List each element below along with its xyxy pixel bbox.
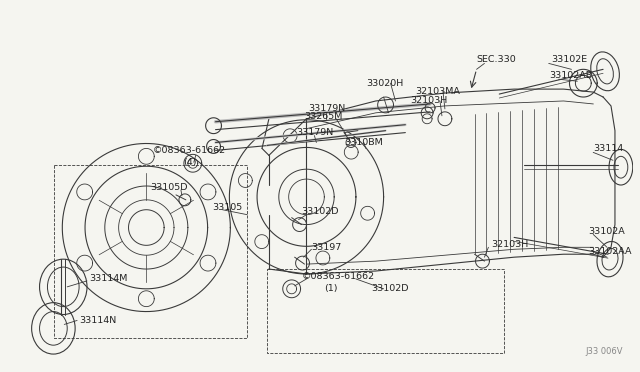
Text: 33114N: 33114N <box>79 316 116 325</box>
Text: 33265M: 33265M <box>305 112 343 121</box>
Text: 33020H: 33020H <box>366 79 403 88</box>
Text: ©08363-61662: ©08363-61662 <box>153 146 227 155</box>
Text: 33102AA: 33102AA <box>588 247 632 256</box>
Text: (1): (1) <box>324 284 338 293</box>
Text: ©08363-61662: ©08363-61662 <box>301 272 374 282</box>
Text: 33102E: 33102E <box>552 55 588 64</box>
Text: 33179N: 33179N <box>308 105 346 113</box>
Text: 33102A: 33102A <box>588 227 625 236</box>
Text: 32103H: 32103H <box>492 240 529 249</box>
Text: SEC.330: SEC.330 <box>477 55 516 64</box>
Text: 3310BM: 3310BM <box>344 138 383 147</box>
Text: 33105: 33105 <box>212 203 243 212</box>
Text: 33102AB: 33102AB <box>550 71 593 80</box>
Text: 33102D: 33102D <box>301 207 339 216</box>
Text: 33114M: 33114M <box>89 275 127 283</box>
Text: 33102D: 33102D <box>371 284 408 293</box>
Text: 33179N: 33179N <box>296 128 334 137</box>
Text: (4): (4) <box>183 158 196 167</box>
Text: 32103MA: 32103MA <box>415 87 460 96</box>
Text: 33114: 33114 <box>593 144 623 153</box>
Bar <box>54 165 247 338</box>
Bar <box>267 269 504 353</box>
Text: 32103H: 32103H <box>410 96 447 106</box>
Text: 33105D: 33105D <box>150 183 188 192</box>
Text: 33197: 33197 <box>312 243 342 252</box>
Text: J33 006V: J33 006V <box>586 347 623 356</box>
